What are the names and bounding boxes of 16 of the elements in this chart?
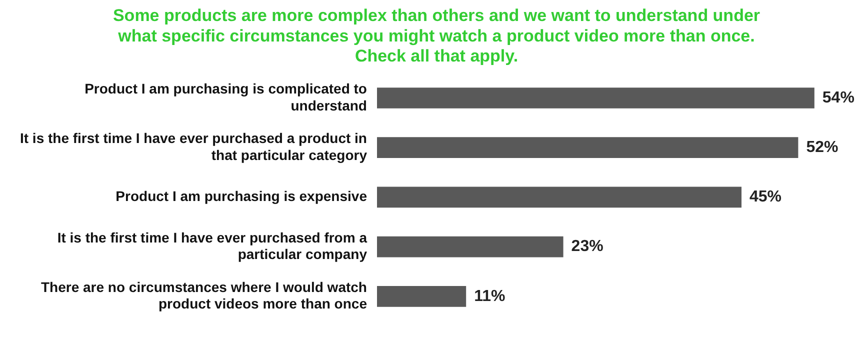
data-label: 23% [571,238,604,256]
bar [376,88,814,108]
chart-title: Some products are more complex than others and we want to understand under what specific circumstances you might watch a product video more than once. Check all that apply. [112,6,760,66]
y-tick-label: It is the first time I have ever purchased from a particular company [57,229,368,262]
bar [376,137,798,158]
data-label: 54% [822,89,854,106]
bar [376,286,466,307]
data-label: 52% [806,139,838,156]
y-tick-label: Product I am purchasing is complicated to understand [84,80,367,114]
data-label: 45% [749,188,782,206]
y-tick-label: Product I am purchasing is expensive [116,188,368,204]
data-label: 11% [474,288,506,305]
bar [376,186,742,208]
bar [376,236,564,258]
y-tick-label: It is the first time I have ever purchased a product in that particular category [20,130,368,163]
y-tick-label: There are no circumstances where I would watch product videos more than once [40,278,368,312]
